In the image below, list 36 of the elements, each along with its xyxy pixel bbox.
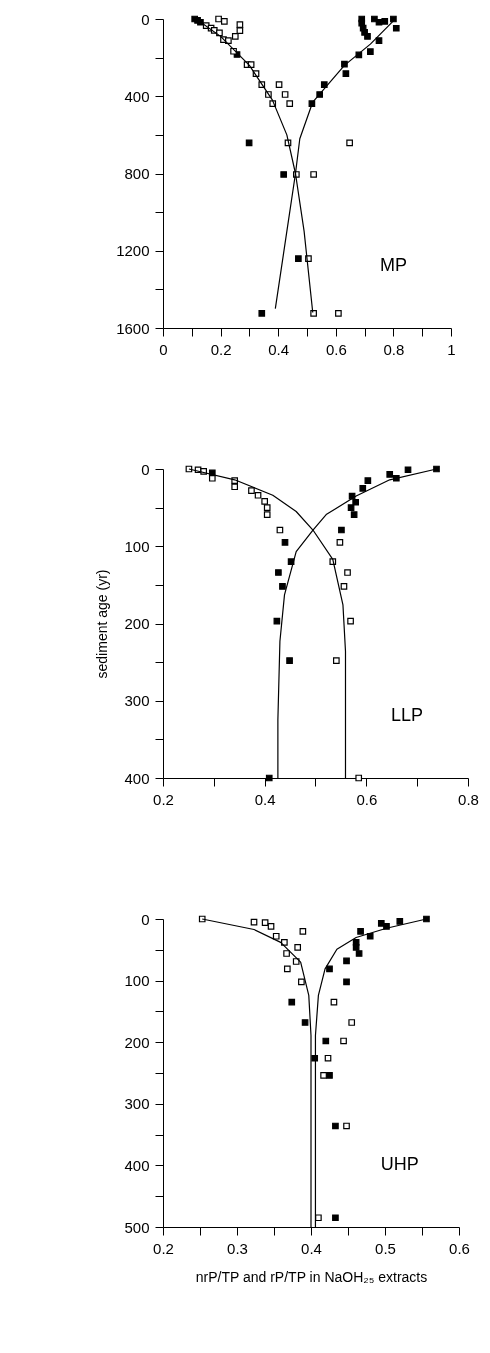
x-axis-title: nrP/TP and rP/TP in NaOH₂₅ extracts bbox=[195, 1268, 428, 1285]
x-tick-label: 0.2 bbox=[210, 340, 232, 358]
x-tick-label: 0.4 bbox=[301, 1239, 322, 1257]
y-tick-label: 1200 bbox=[116, 242, 150, 260]
y-tick-label: 200 bbox=[124, 615, 150, 632]
x-tick-label: 0.2 bbox=[153, 790, 174, 808]
y-tick-label: 500 bbox=[124, 1218, 150, 1236]
y-tick-label: 400 bbox=[124, 87, 150, 105]
x-tick-label: 0.6 bbox=[449, 1239, 470, 1257]
y-tick-label: 0 bbox=[141, 910, 150, 928]
x-tick-label: 0.3 bbox=[227, 1239, 248, 1257]
y-tick-label: 300 bbox=[124, 692, 150, 710]
x-tick-label: 0.6 bbox=[356, 790, 378, 808]
x-tick-label: 1 bbox=[447, 340, 456, 358]
annotation: MP bbox=[379, 255, 407, 276]
x-tick-label: 0.8 bbox=[458, 790, 479, 808]
x-tick-label: 0.4 bbox=[254, 790, 276, 808]
x-tick-label: 0.4 bbox=[268, 340, 290, 358]
y-tick-label: 800 bbox=[124, 165, 150, 182]
y-axis-title: sediment age (yr) bbox=[94, 569, 111, 679]
y-tick-label: 1600 bbox=[116, 319, 150, 337]
y-tick-label: 0 bbox=[141, 460, 150, 478]
x-tick-label: 0.6 bbox=[325, 340, 347, 358]
x-tick-label: 0.5 bbox=[375, 1239, 396, 1257]
x-tick-label: 0.2 bbox=[153, 1239, 174, 1257]
y-tick-label: 400 bbox=[124, 769, 150, 787]
y-tick-label: 100 bbox=[124, 537, 150, 555]
annotation: UHP bbox=[380, 1154, 419, 1175]
x-tick-label: 0.8 bbox=[383, 340, 405, 358]
y-tick-label: 200 bbox=[124, 1033, 150, 1051]
y-tick-label: 400 bbox=[124, 1156, 150, 1174]
x-tick-label: 0 bbox=[159, 340, 168, 358]
annotation: LLP bbox=[390, 705, 424, 726]
y-tick-label: 100 bbox=[124, 972, 150, 990]
y-tick-label: 0 bbox=[141, 10, 150, 28]
y-tick-label: 300 bbox=[124, 1095, 150, 1113]
